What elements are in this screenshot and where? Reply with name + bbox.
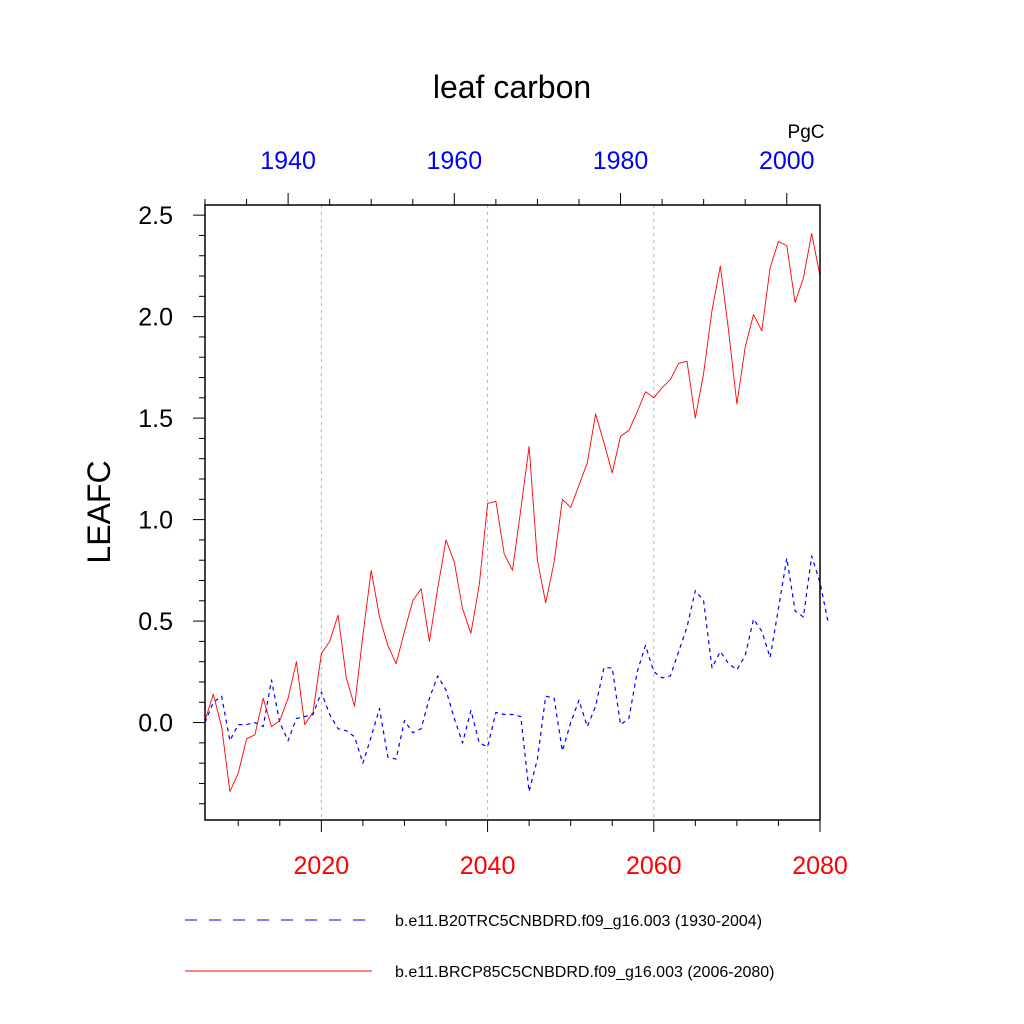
top-tick-label: 1940 bbox=[260, 147, 316, 175]
y-tick-label: 1.5 bbox=[138, 405, 173, 433]
top-tick-label: 1960 bbox=[427, 147, 483, 175]
top-tick-label: 1980 bbox=[593, 147, 649, 175]
y-axis: 0.0 0.5 1.0 1.5 2.0 2.5 bbox=[138, 202, 205, 805]
y-tick-label: 1.0 bbox=[138, 507, 173, 535]
top-tick-label: 2000 bbox=[759, 147, 815, 175]
y-tick-label: 0.5 bbox=[138, 608, 173, 636]
units-label: PgC bbox=[788, 122, 825, 143]
y-tick-label: 0.0 bbox=[138, 710, 173, 738]
y-tick-label: 2.5 bbox=[138, 202, 173, 230]
bottom-tick-label: 2080 bbox=[792, 852, 848, 880]
chart-title: leaf carbon bbox=[433, 69, 591, 105]
bottom-tick-label: 2040 bbox=[460, 852, 516, 880]
y-tick-label: 2.0 bbox=[138, 304, 173, 332]
series-line-rcp85 bbox=[204, 232, 821, 793]
legend-label-rcp85: b.e11.BRCP85C5CNBDRD.f09_g16.003 (2006-2… bbox=[395, 964, 774, 981]
bottom-tick-label: 2060 bbox=[626, 852, 682, 880]
bottom-tick-label: 2020 bbox=[294, 852, 350, 880]
plot-frame bbox=[204, 204, 821, 821]
legend-label-historical: b.e11.B20TRC5CNBDRD.f09_g16.003 (1930-20… bbox=[395, 913, 762, 930]
bottom-x-axis: 2020 2040 2060 2080 bbox=[237, 820, 848, 880]
y-axis-label: LEAFC bbox=[81, 460, 117, 563]
gridlines bbox=[320, 205, 655, 820]
series-group bbox=[204, 232, 829, 793]
top-x-axis: 1940 1960 1980 2000 bbox=[204, 147, 815, 205]
legend: b.e11.B20TRC5CNBDRD.f09_g16.003 (1930-20… bbox=[185, 913, 774, 981]
